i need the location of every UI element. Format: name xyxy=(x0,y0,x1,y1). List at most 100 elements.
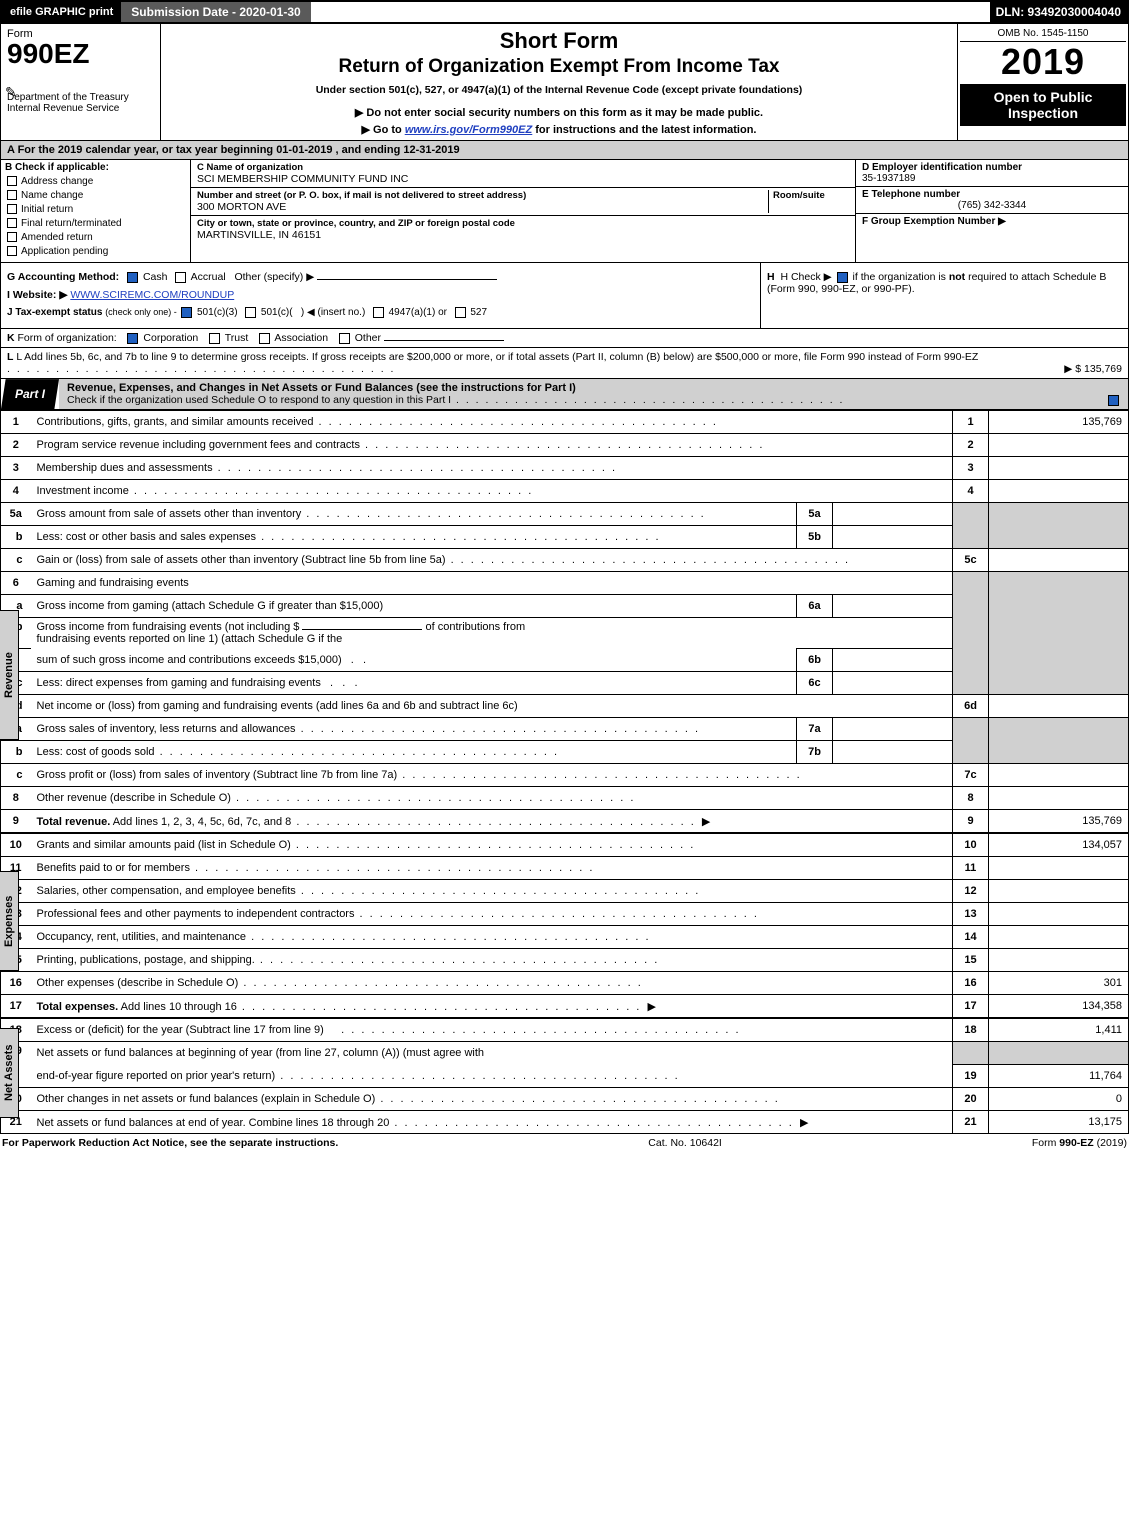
chk-527[interactable] xyxy=(455,307,466,318)
irs-form-link[interactable]: www.irs.gov/Form990EZ xyxy=(405,124,532,136)
chk-initial-return[interactable]: Initial return xyxy=(7,204,186,215)
footer-paperwork: For Paperwork Reduction Act Notice, see … xyxy=(2,1137,338,1149)
city-value: MARTINSVILLE, IN 46151 xyxy=(197,229,849,241)
website-line: I Website: ▶ WWW.SCIREMC.COM/ROUNDUP xyxy=(7,289,754,301)
group-exemption-cell: F Group Exemption Number ▶ xyxy=(856,214,1128,229)
accounting-other-input[interactable] xyxy=(317,279,497,280)
omb-number: OMB No. 1545-1150 xyxy=(960,26,1126,42)
line-6d: d Net income or (loss) from gaming and f… xyxy=(1,695,1129,718)
row-gh-left: G Accounting Method: Cash Accrual Other … xyxy=(1,263,761,328)
part-i-sub: Check if the organization used Schedule … xyxy=(67,394,844,406)
box-def: D Employer identification number 35-1937… xyxy=(856,160,1128,262)
chk-501c3[interactable] xyxy=(181,307,192,318)
net-assets-section: Net Assets 18 Excess or (deficit) for th… xyxy=(0,1018,1129,1134)
line-21: 21 Net assets or fund balances at end of… xyxy=(1,1111,1129,1134)
chk-address-change[interactable]: Address change xyxy=(7,176,186,187)
form-title-main: Return of Organization Exempt From Incom… xyxy=(169,56,949,78)
phone-value: (765) 342-3344 xyxy=(862,200,1122,211)
chk-trust[interactable] xyxy=(209,333,220,344)
efile-print-button[interactable]: efile GRAPHIC print xyxy=(2,2,121,22)
chk-schedule-o[interactable] xyxy=(1108,395,1119,406)
room-label: Room/suite xyxy=(773,190,849,201)
department-label: Department of the Treasury xyxy=(7,92,154,103)
revenue-section: Revenue 1 Contributions, gifts, grants, … xyxy=(0,410,1129,833)
chk-association[interactable] xyxy=(259,333,270,344)
street-label: Number and street (or P. O. box, if mail… xyxy=(197,190,764,201)
footer-catalog: Cat. No. 10642I xyxy=(648,1137,722,1149)
line-9: 9 Total revenue. Add lines 1, 2, 3, 4, 5… xyxy=(1,810,1129,833)
org-name-value: SCI MEMBERSHIP COMMUNITY FUND INC xyxy=(197,173,849,185)
accounting-method-line: G Accounting Method: Cash Accrual Other … xyxy=(7,271,754,283)
part-i-header: Part I Revenue, Expenses, and Changes in… xyxy=(0,379,1129,410)
tax-year: 2019 xyxy=(960,42,1126,82)
chk-amended-return[interactable]: Amended return xyxy=(7,232,186,243)
row-l: L L Add lines 5b, 6c, and 7b to line 9 t… xyxy=(0,348,1129,379)
chk-corporation[interactable] xyxy=(127,333,138,344)
line-4: 4 Investment income 4 xyxy=(1,480,1129,503)
chk-name-change[interactable]: Name change xyxy=(7,190,186,201)
form-subtitle: Under section 501(c), 527, or 4947(a)(1)… xyxy=(169,84,949,96)
revenue-table: 1 Contributions, gifts, grants, and simi… xyxy=(0,410,1129,833)
phone-cell: E Telephone number (765) 342-3344 xyxy=(856,187,1128,214)
line-20: 20 Other changes in net assets or fund b… xyxy=(1,1088,1129,1111)
side-tab-net-assets: Net Assets xyxy=(0,1028,19,1118)
irs-label: Internal Revenue Service xyxy=(7,103,154,114)
row-h-sub: (Form 990, 990-EZ, or 990-PF). xyxy=(767,283,915,295)
form-header: Form 990EZ ✎ Department of the Treasury … xyxy=(0,24,1129,141)
help-icon[interactable]: ✎ xyxy=(5,84,17,101)
part-i-title: Revenue, Expenses, and Changes in Net As… xyxy=(59,379,1098,409)
other-org-input[interactable] xyxy=(384,340,504,341)
line-5c: c Gain or (loss) from sale of assets oth… xyxy=(1,549,1129,572)
chk-final-return[interactable]: Final return/terminated xyxy=(7,218,186,229)
chk-4947[interactable] xyxy=(373,307,384,318)
line-6: 6 Gaming and fundraising events xyxy=(1,572,1129,595)
chk-application-pending[interactable]: Application pending xyxy=(7,246,186,257)
header-left: Form 990EZ ✎ Department of the Treasury … xyxy=(1,24,161,140)
website-link[interactable]: WWW.SCIREMC.COM/ROUNDUP xyxy=(70,289,234,301)
line-1: 1 Contributions, gifts, grants, and simi… xyxy=(1,411,1129,434)
line-16: 16 Other expenses (describe in Schedule … xyxy=(1,972,1129,995)
expenses-section: Expenses 10 Grants and similar amounts p… xyxy=(0,833,1129,1018)
part-i-check xyxy=(1098,379,1128,409)
line-7a: 7a Gross sales of inventory, less return… xyxy=(1,718,1129,741)
line-12: 12 Salaries, other compensation, and emp… xyxy=(1,880,1129,903)
chk-other-org[interactable] xyxy=(339,333,350,344)
line-19a: 19 Net assets or fund balances at beginn… xyxy=(1,1042,1129,1065)
goto-pre: ▶ Go to xyxy=(362,124,405,136)
chk-accrual[interactable] xyxy=(175,272,186,283)
row-k: K Form of organization: Corporation Trus… xyxy=(0,329,1129,348)
footer-form-ref: Form 990-EZ (2019) xyxy=(1032,1137,1127,1149)
open-public-badge: Open to Public Inspection xyxy=(960,84,1126,126)
submission-date-button[interactable]: Submission Date - 2020-01-30 xyxy=(121,2,310,22)
top-bar: efile GRAPHIC print Submission Date - 20… xyxy=(0,0,1129,24)
city-label: City or town, state or province, country… xyxy=(197,218,849,229)
form-title-short: Short Form xyxy=(169,28,949,54)
line-10: 10 Grants and similar amounts paid (list… xyxy=(1,834,1129,857)
part-i-label: Part I xyxy=(1,379,59,409)
group-exemption-label: F Group Exemption Number ▶ xyxy=(862,216,1122,227)
net-assets-table: 18 Excess or (deficit) for the year (Sub… xyxy=(0,1018,1129,1134)
line-2: 2 Program service revenue including gove… xyxy=(1,434,1129,457)
fundraising-contrib-input[interactable] xyxy=(302,629,422,630)
side-tab-expenses: Expenses xyxy=(0,871,19,971)
line-19b: end-of-year figure reported on prior yea… xyxy=(1,1065,1129,1088)
line-5a: 5a Gross amount from sale of assets othe… xyxy=(1,503,1129,526)
ssn-warning: ▶ Do not enter social security numbers o… xyxy=(169,106,949,119)
box-c: C Name of organization SCI MEMBERSHIP CO… xyxy=(191,160,856,262)
expenses-table: 10 Grants and similar amounts paid (list… xyxy=(0,833,1129,1018)
box-b-title: B Check if applicable: xyxy=(5,162,186,173)
chk-501c[interactable] xyxy=(245,307,256,318)
header-center: Short Form Return of Organization Exempt… xyxy=(161,24,958,140)
chk-cash[interactable] xyxy=(127,272,138,283)
line-15: 15 Printing, publications, postage, and … xyxy=(1,949,1129,972)
street-cell: Number and street (or P. O. box, if mail… xyxy=(191,188,855,216)
row-a-tax-year: A For the 2019 calendar year, or tax yea… xyxy=(0,141,1129,160)
row-l-amount: ▶ $ 135,769 xyxy=(1064,363,1122,375)
org-name-label: C Name of organization xyxy=(197,162,849,173)
phone-label: E Telephone number xyxy=(862,189,1122,200)
chk-schedule-b[interactable] xyxy=(837,272,848,283)
ein-cell: D Employer identification number 35-1937… xyxy=(856,160,1128,187)
block-b-through-f: B Check if applicable: Address change Na… xyxy=(0,160,1129,262)
box-b: B Check if applicable: Address change Na… xyxy=(1,160,191,262)
line-7c: c Gross profit or (loss) from sales of i… xyxy=(1,764,1129,787)
